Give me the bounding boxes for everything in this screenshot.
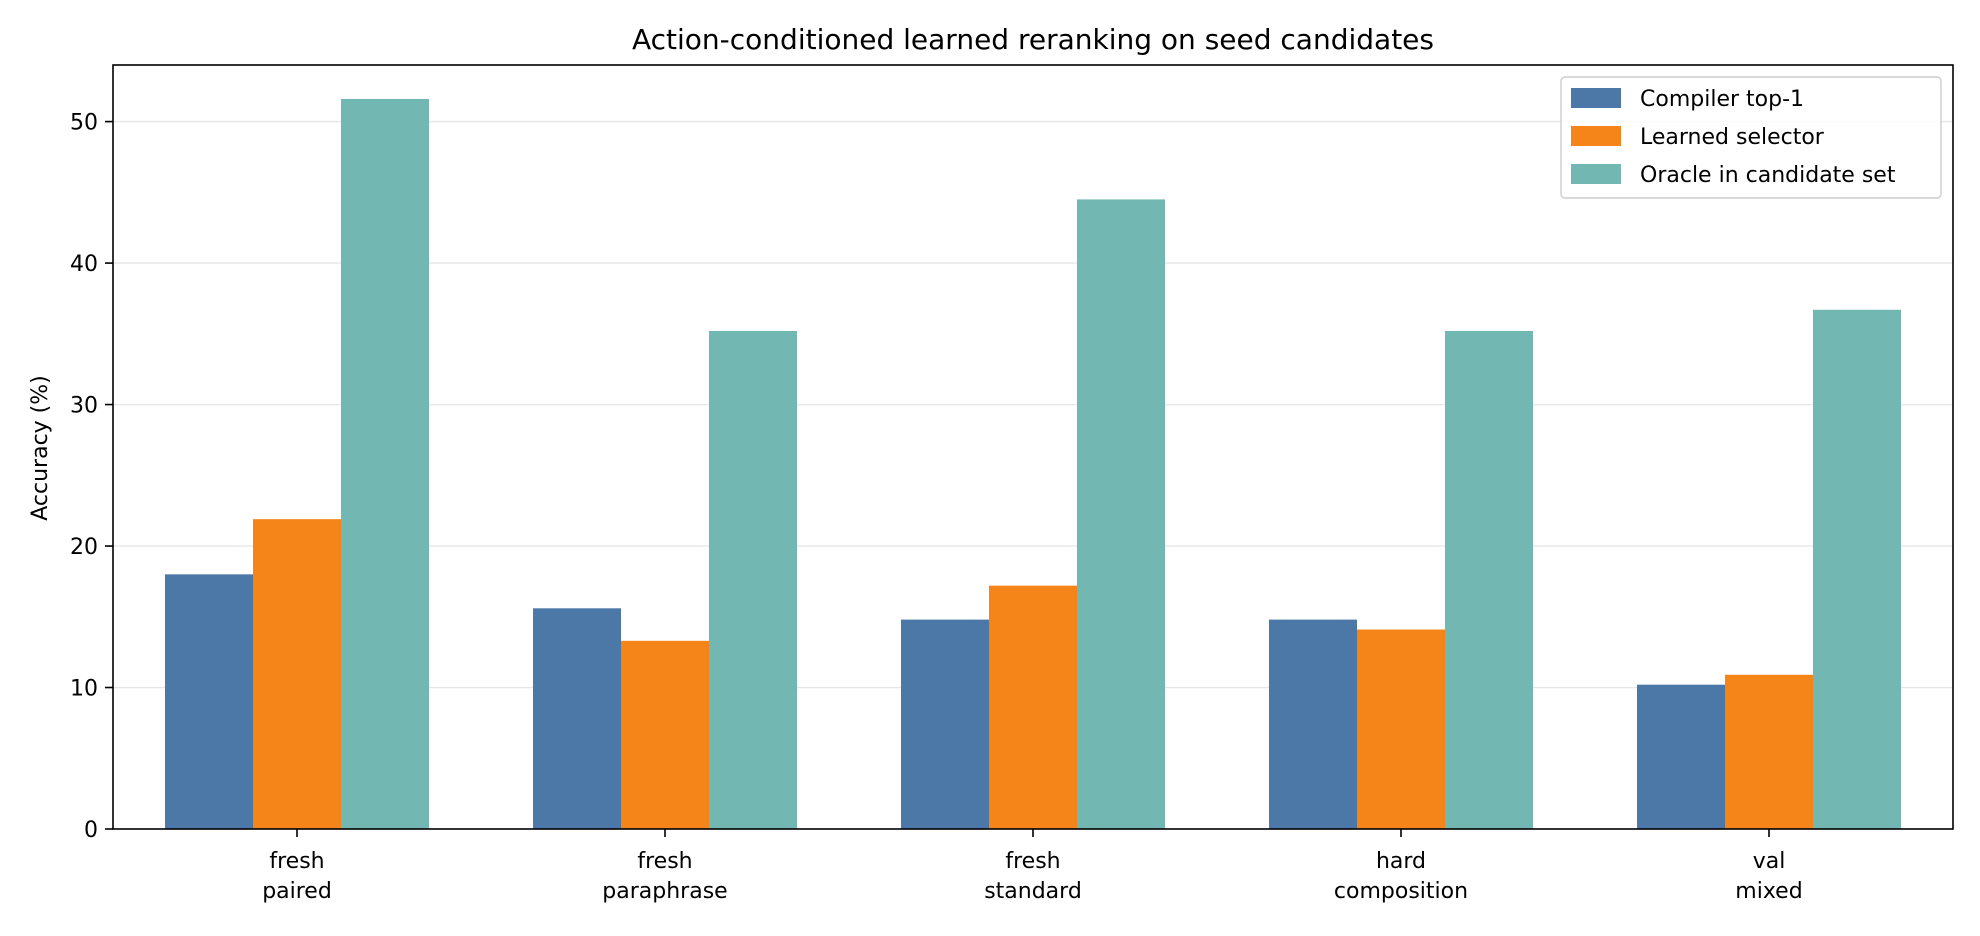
- legend-swatch: [1571, 164, 1621, 184]
- legend-swatch: [1571, 126, 1621, 146]
- legend-label: Learned selector: [1640, 125, 1825, 150]
- x-tick-label: val mixed: [1735, 849, 1802, 904]
- chart-title: Action-conditioned learned reranking on …: [632, 23, 1434, 56]
- legend-box: [1560, 76, 1942, 199]
- y-tick-label: 40: [70, 252, 98, 277]
- y-tick-label: 10: [70, 677, 98, 702]
- bar: [1725, 674, 1813, 829]
- y-axis-label: Accuracy (%): [28, 375, 53, 521]
- y-tick-label: 30: [70, 394, 98, 419]
- bar: [1445, 330, 1533, 829]
- x-axis: fresh paired fresh paraphrase fresh standard h…: [262, 829, 1803, 904]
- bar: [1357, 629, 1445, 829]
- y-tick-label: 0: [84, 818, 98, 843]
- bar: [709, 330, 797, 829]
- x-tick-label: fresh paraphrase: [602, 849, 727, 904]
- bar: [1077, 199, 1165, 829]
- legend: Compiler top-1 Learned selector Oracle in …: [1560, 76, 1942, 199]
- x-tick-label: fresh standard: [984, 849, 1082, 904]
- bar: [621, 640, 709, 829]
- y-tick-label: 50: [70, 111, 98, 136]
- y-tick-label: 20: [70, 535, 98, 560]
- bars: [165, 98, 1901, 830]
- legend-label: Compiler top-1: [1640, 87, 1804, 112]
- bar: [1813, 309, 1901, 830]
- bar: [165, 574, 253, 829]
- bar: [253, 519, 341, 829]
- x-tick-label: hard composition: [1334, 849, 1468, 904]
- bar: [533, 608, 621, 829]
- y-axis: 0 10 20 30 40 50: [70, 111, 113, 843]
- legend-label: Oracle in candidate set: [1640, 163, 1896, 188]
- legend-swatch: [1571, 88, 1621, 108]
- bar: [1637, 684, 1725, 829]
- bar: [341, 98, 429, 829]
- bar: [989, 585, 1077, 829]
- bar: [1269, 619, 1357, 829]
- x-tick-label: fresh paired: [262, 849, 332, 904]
- bar: [901, 619, 989, 829]
